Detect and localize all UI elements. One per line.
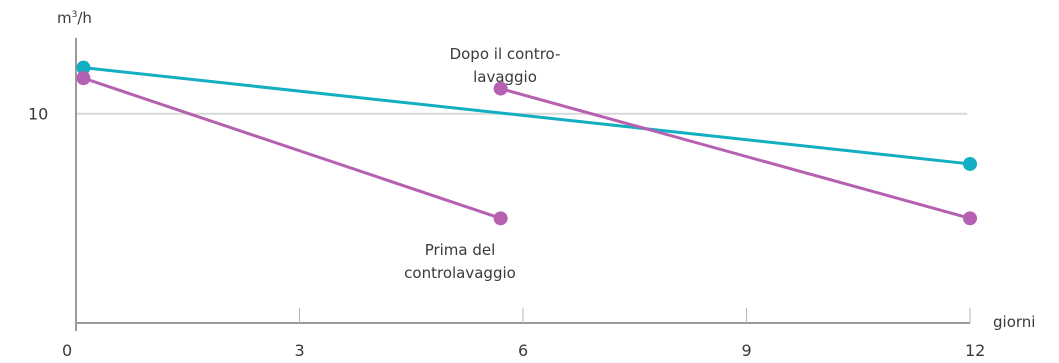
- x-tick-label: 9: [742, 341, 752, 360]
- x-tick-label: 3: [295, 341, 305, 360]
- y-axis-label: m3/h: [57, 9, 92, 27]
- annotation-before-line: Prima del: [425, 241, 496, 259]
- data-point-1-1: [493, 211, 508, 226]
- annotation-before-line: controlavaggio: [404, 264, 516, 282]
- series-line-0: [81, 66, 972, 166]
- x-tick-label: 6: [518, 341, 528, 360]
- annotation-after-line: lavaggio: [473, 68, 537, 86]
- data-point-2-0: [493, 81, 508, 96]
- data-point-0-0: [76, 60, 91, 75]
- data-point-2-1: [963, 211, 977, 226]
- y-tick-label: 10: [28, 105, 48, 124]
- x-tick-label: 0: [62, 341, 72, 360]
- series-line-1: [81, 76, 503, 220]
- annotation-after-line: Dopo il contro-: [450, 45, 561, 63]
- x-tick-label: 12: [965, 341, 985, 360]
- annotations: Dopo il contro-lavaggio Prima del controla…: [404, 45, 560, 282]
- x-ticks: 0 3 6 9 12: [62, 308, 985, 360]
- series-group: [76, 60, 977, 226]
- series-line-2: [499, 87, 972, 220]
- data-point-0-1: [963, 156, 977, 171]
- y-ticks: 10: [28, 105, 48, 124]
- x-axis-label: giorni: [993, 313, 1035, 331]
- data-point-1-0: [76, 71, 91, 86]
